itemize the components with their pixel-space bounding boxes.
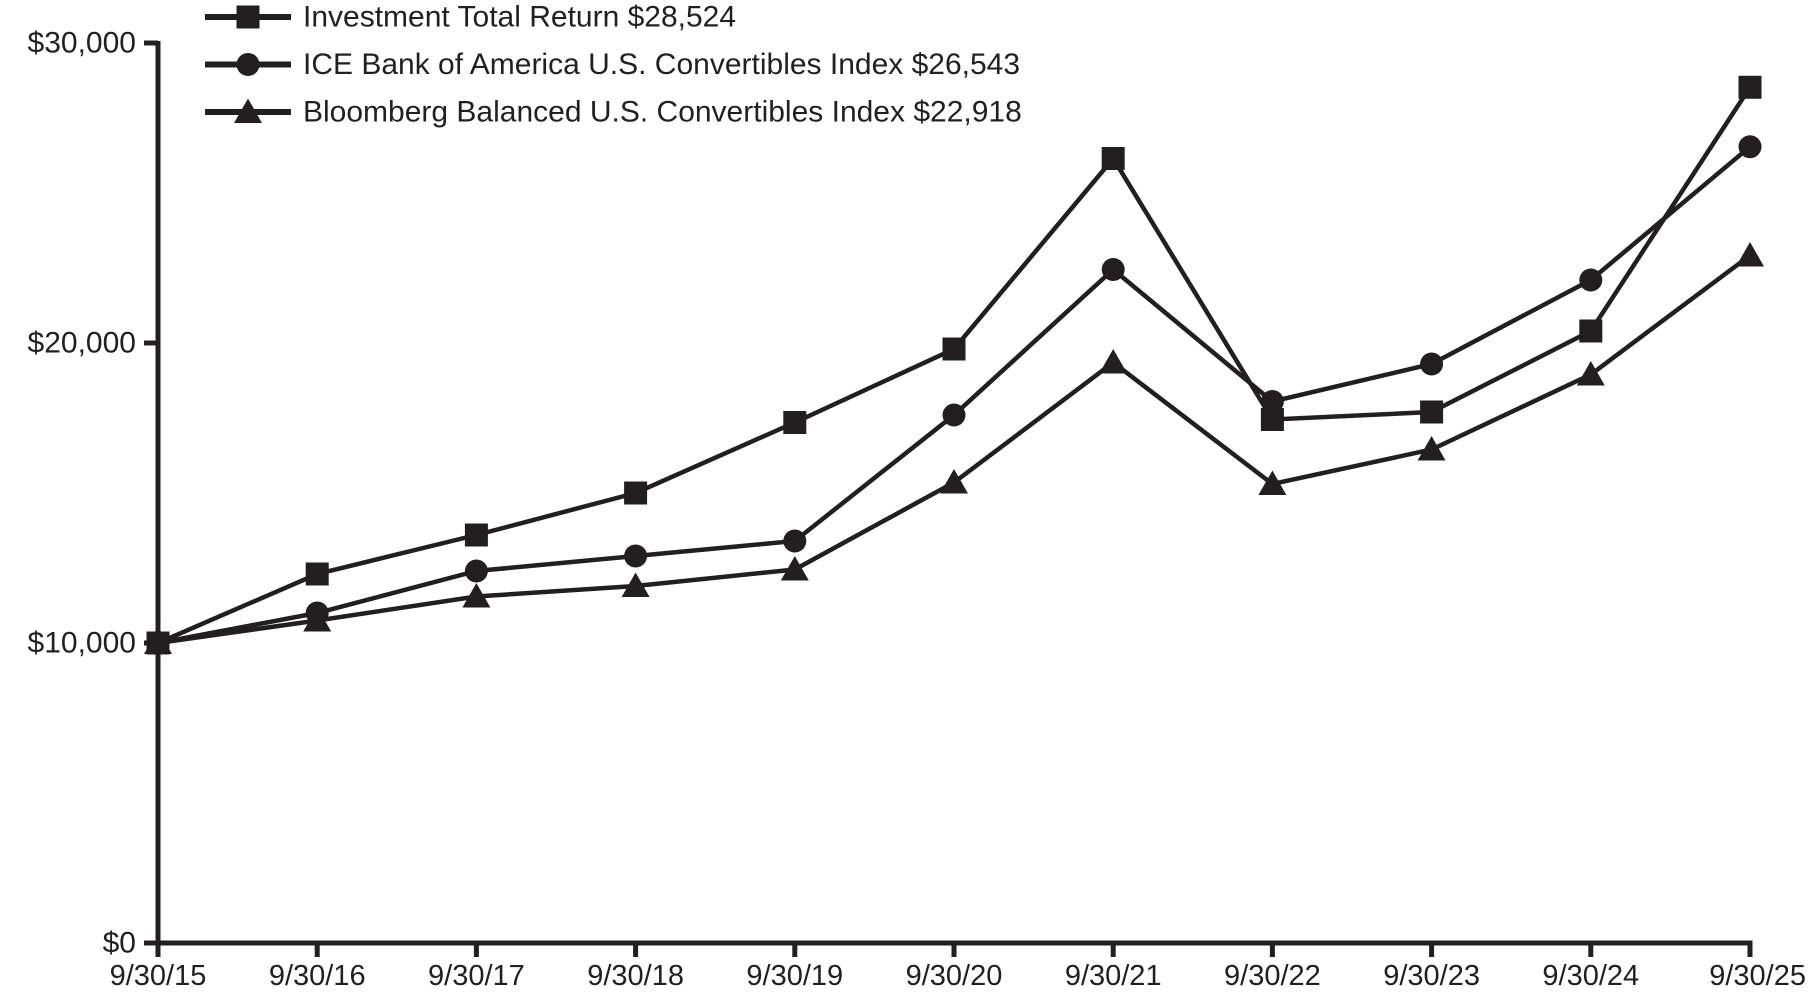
data-point-square-marker (1260, 408, 1284, 431)
data-point-square-marker (464, 523, 488, 547)
data-point-circle-marker (624, 544, 648, 568)
x-tick-label: 9/30/23 (1383, 960, 1480, 992)
series-investment-total-return (146, 75, 1762, 655)
data-point-circle-marker (1579, 268, 1603, 292)
series-line-ice-bank-of-america-u-s-convertibles-index (157, 144, 1752, 646)
data-point-circle-marker (1101, 258, 1125, 281)
series-bloomberg-balanced-u-s-convertibles-index (144, 241, 1764, 654)
series-line-bloomberg-balanced-u-s-convertibles-index (157, 253, 1752, 646)
legend-circle-marker (236, 53, 260, 76)
data-point-circle-marker (464, 559, 488, 583)
data-point-square-marker (1420, 400, 1444, 424)
legend-label: ICE Bank of America U.S. Convertibles In… (303, 48, 1020, 81)
data-point-triangle-marker (303, 607, 332, 632)
y-axis-ticks: $0 $10,000 $20,000 $30,000 (28, 27, 158, 960)
legend: Investment Total Return $28,524 ICE Bank … (205, 1, 1022, 129)
data-point-square-marker (1579, 319, 1603, 343)
data-point-square-marker (783, 411, 807, 434)
legend-square-marker (236, 5, 260, 29)
data-point-triangle-marker (1736, 241, 1764, 267)
series-ice-bank-of-america-u-s-convertibles-index (146, 135, 1762, 655)
y-tick-label: $0 (103, 927, 136, 960)
data-point-circle-marker (1420, 352, 1444, 376)
data-point-triangle-marker (940, 469, 968, 494)
data-point-triangle-marker (1576, 361, 1605, 386)
data-point-triangle-marker (144, 629, 172, 654)
x-tick-label: 9/30/19 (746, 960, 843, 992)
x-tick-label: 9/30/24 (1542, 960, 1639, 992)
data-point-square-marker (1738, 75, 1762, 99)
x-tick-label: 9/30/17 (428, 960, 525, 992)
legend-label: Bloomberg Balanced U.S. Convertibles Ind… (303, 96, 1022, 129)
x-tick-label: 9/30/22 (1224, 960, 1321, 992)
legend-label: Investment Total Return $28,524 (303, 1, 736, 34)
data-point-triangle-marker (1099, 349, 1128, 374)
data-point-square-marker (624, 481, 648, 505)
data-point-triangle-marker (1258, 470, 1287, 495)
data-point-triangle-marker (780, 556, 809, 581)
data-point-triangle-marker (1417, 436, 1446, 461)
data-point-circle-marker (942, 403, 966, 427)
data-point-circle-marker (1738, 135, 1762, 159)
data-point-square-marker (942, 337, 966, 361)
x-tick-label: 9/30/25 (1709, 960, 1806, 992)
y-tick-label: $10,000 (28, 627, 136, 660)
data-point-triangle-marker (462, 583, 491, 608)
legend-item-bloomberg-balanced-u-s-convertibles-index: Bloomberg Balanced U.S. Convertibles Ind… (205, 96, 1022, 129)
x-tick-label: 9/30/16 (269, 960, 366, 992)
y-tick-label: $30,000 (28, 27, 136, 60)
legend-triangle-marker (234, 98, 262, 123)
series-line-investment-total-return (157, 86, 1752, 646)
x-tick-label: 9/30/20 (906, 960, 1003, 992)
legend-item-ice-bank-of-america-u-s-convertibles-index: ICE Bank of America U.S. Convertibles In… (205, 48, 1020, 81)
data-point-circle-marker (783, 529, 807, 553)
x-tick-label: 9/30/21 (1065, 960, 1162, 992)
x-tick-label: 9/30/15 (110, 960, 207, 992)
legend-item-investment-total-return: Investment Total Return $28,524 (205, 1, 736, 34)
data-point-triangle-marker (621, 572, 650, 597)
data-point-square-marker (1101, 147, 1125, 170)
data-point-square-marker (305, 562, 329, 586)
x-tick-label: 9/30/18 (587, 960, 684, 992)
y-tick-label: $20,000 (28, 327, 136, 360)
data-point-circle-marker (1260, 390, 1284, 413)
x-axis-ticks: 9/30/15 9/30/16 9/30/17 9/30/18 9/30/19 9/30/… (110, 943, 1806, 992)
